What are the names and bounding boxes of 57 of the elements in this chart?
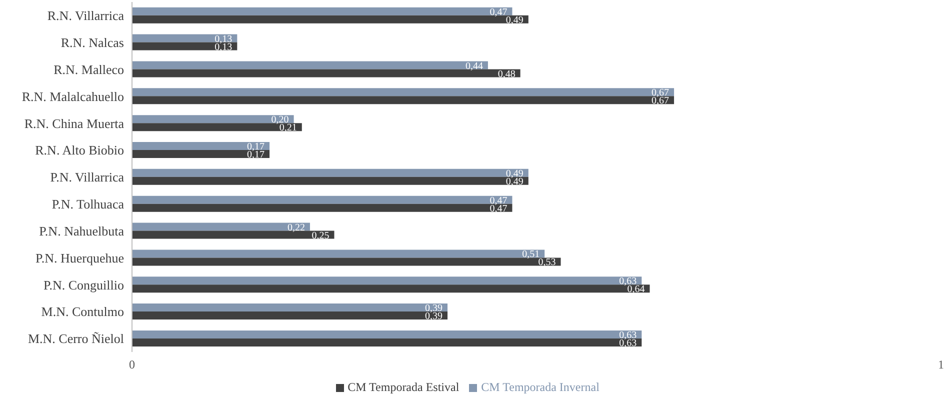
data-label: 0,39 xyxy=(425,311,443,322)
y-tick-label: M.N. Contulmo xyxy=(41,304,124,320)
bar xyxy=(132,168,528,177)
bar xyxy=(132,276,642,285)
y-tick-label: P.N. Villarrica xyxy=(50,170,124,185)
data-label: 0,44 xyxy=(465,60,483,72)
bar xyxy=(132,96,674,104)
y-tick-label: P.N. Conguillio xyxy=(43,277,124,292)
data-label: 0,21 xyxy=(279,122,297,134)
data-label: 0,25 xyxy=(312,230,330,242)
y-tick-label: R.N. Alto Biobio xyxy=(35,142,124,158)
data-label: 0,48 xyxy=(498,68,516,80)
bar xyxy=(132,222,310,231)
bar xyxy=(132,230,334,239)
bar xyxy=(132,61,488,70)
data-label: 0,63 xyxy=(619,338,637,350)
y-tick-label: P.N. Tolhuaca xyxy=(52,196,124,212)
bar xyxy=(132,150,270,158)
data-label: 0,51 xyxy=(522,249,540,260)
legend-label: CM Temporada Invernal xyxy=(481,380,600,394)
bar xyxy=(132,250,545,258)
bar xyxy=(132,284,650,293)
bar xyxy=(132,34,238,42)
data-label: 0,22 xyxy=(287,222,305,234)
bar xyxy=(132,312,448,320)
bar xyxy=(132,330,642,338)
bar xyxy=(132,42,238,50)
y-tick-label: R.N. China Muerta xyxy=(24,116,124,131)
bar xyxy=(132,15,528,24)
bar xyxy=(132,142,270,150)
data-label: 0,67 xyxy=(652,96,670,107)
x-tick-label: 0 xyxy=(129,358,135,372)
y-tick-label: R.N. Villarrica xyxy=(47,8,124,24)
y-tick-label: R.N. Malalcahuello xyxy=(22,88,124,104)
bar xyxy=(132,196,512,204)
bar xyxy=(132,88,674,96)
bar xyxy=(132,304,448,312)
data-label: 0,49 xyxy=(506,14,524,26)
bar xyxy=(132,338,642,346)
bar xyxy=(132,69,520,78)
bar xyxy=(132,7,512,16)
y-tick-label: R.N. Malleco xyxy=(54,62,124,77)
y-tick-label: R.N. Nalcas xyxy=(60,35,124,50)
data-label: 0,53 xyxy=(538,257,556,268)
bar xyxy=(132,115,294,124)
y-tick-label: M.N. Cerro Ñielol xyxy=(28,331,124,346)
bar xyxy=(132,204,512,212)
bar xyxy=(132,258,561,266)
y-tick-label: P.N. Huerquehue xyxy=(36,250,124,266)
x-tick-label: 1 xyxy=(938,358,944,372)
legend-label: CM Temporada Estival xyxy=(348,380,460,394)
data-label: 0,47 xyxy=(490,6,508,18)
y-tick-label: P.N. Nahuelbuta xyxy=(39,223,124,238)
data-label: 0,17 xyxy=(247,150,265,161)
bar xyxy=(132,123,302,132)
bar xyxy=(132,176,528,185)
data-label: 0,64 xyxy=(627,284,645,296)
